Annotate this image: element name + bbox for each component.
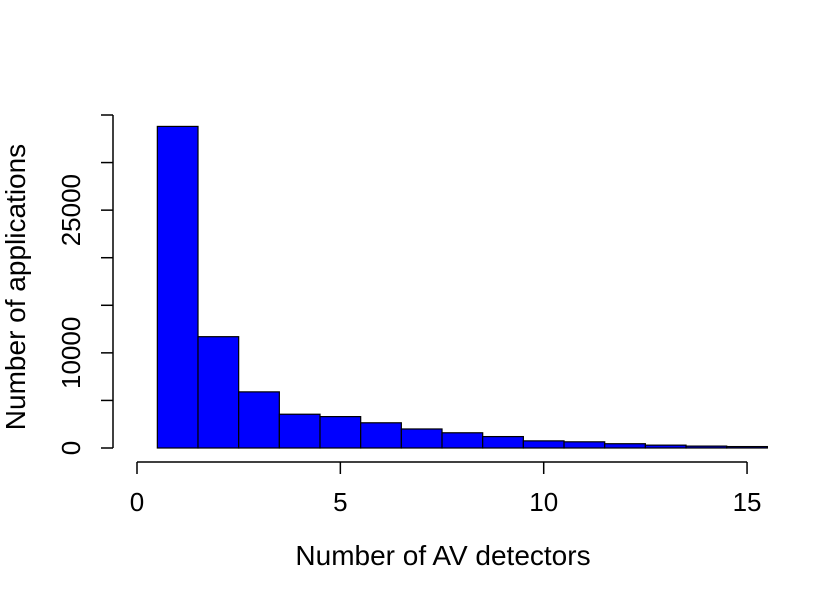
histogram-bar [360, 422, 402, 449]
histogram-bar [726, 445, 768, 449]
y-axis: 0 10000 25000 [56, 114, 114, 455]
x-tick-label: 15 [733, 487, 762, 517]
histogram-bar [319, 416, 362, 449]
x-tick-label: 5 [333, 487, 347, 517]
x-axis: 0 5 10 15 [130, 461, 762, 517]
histogram-bar [482, 435, 524, 449]
y-tick-label: 25000 [56, 174, 86, 246]
histogram-bar [604, 443, 646, 449]
histogram-bar [644, 444, 687, 449]
histogram-bar [238, 391, 280, 449]
histogram-bar [563, 441, 606, 449]
histogram-bar [156, 125, 199, 449]
histogram-bar [278, 413, 321, 449]
x-tick-label: 0 [130, 487, 144, 517]
histogram-bar [441, 432, 484, 449]
x-tick-label: 10 [529, 487, 558, 517]
y-axis-title: Number of applications [0, 144, 31, 430]
y-tick-label: 0 [56, 441, 86, 455]
histogram-bar [400, 428, 443, 449]
histogram-bar [685, 445, 728, 449]
bars-layer [156, 125, 768, 449]
x-axis-title: Number of AV detectors [295, 540, 590, 571]
histogram-bar [522, 440, 565, 449]
y-tick-label: 10000 [56, 317, 86, 389]
histogram-bar [197, 336, 240, 449]
